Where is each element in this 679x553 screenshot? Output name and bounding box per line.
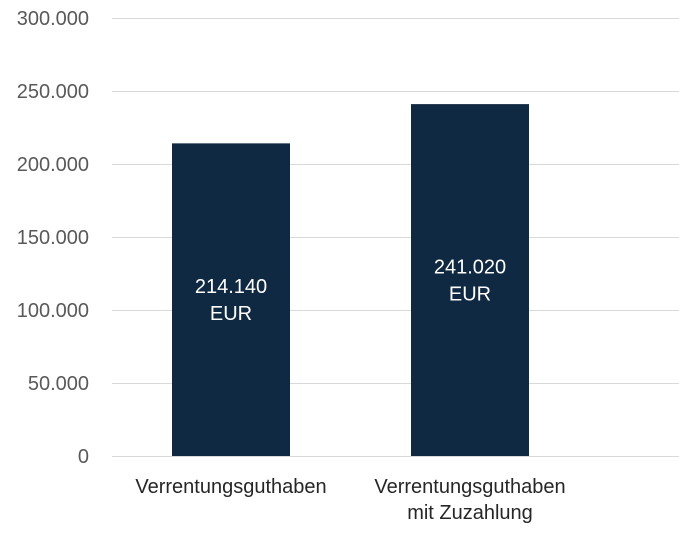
data-label: EUR: [449, 284, 491, 306]
y-tick-label: 0: [78, 446, 89, 468]
y-axis-ticks: 0 50.000 100.000 150.000 200.000 250.000 300.0…: [17, 8, 89, 468]
bar: [172, 143, 290, 457]
bar: [411, 104, 529, 456]
x-category-label: Verrentungsguthaben: [374, 476, 565, 498]
data-label: 214.140: [195, 276, 267, 298]
y-tick-label: 200.000: [17, 154, 89, 176]
y-tick-label: 300.000: [17, 8, 89, 30]
y-tick-label: 50.000: [28, 373, 89, 395]
bars: [172, 104, 529, 457]
data-label: EUR: [210, 303, 252, 325]
data-labels: 214.140 EUR 241.020 EUR: [195, 257, 506, 326]
y-tick-label: 100.000: [17, 300, 89, 322]
x-category-label: mit Zuzahlung: [407, 502, 533, 524]
x-axis-categories: Verrentungsguthaben Verrentungsguthaben mi…: [135, 476, 565, 524]
y-tick-label: 250.000: [17, 81, 89, 103]
data-label: 241.020: [434, 257, 506, 279]
y-tick-label: 150.000: [17, 227, 89, 249]
x-category-label: Verrentungsguthaben: [135, 476, 326, 498]
